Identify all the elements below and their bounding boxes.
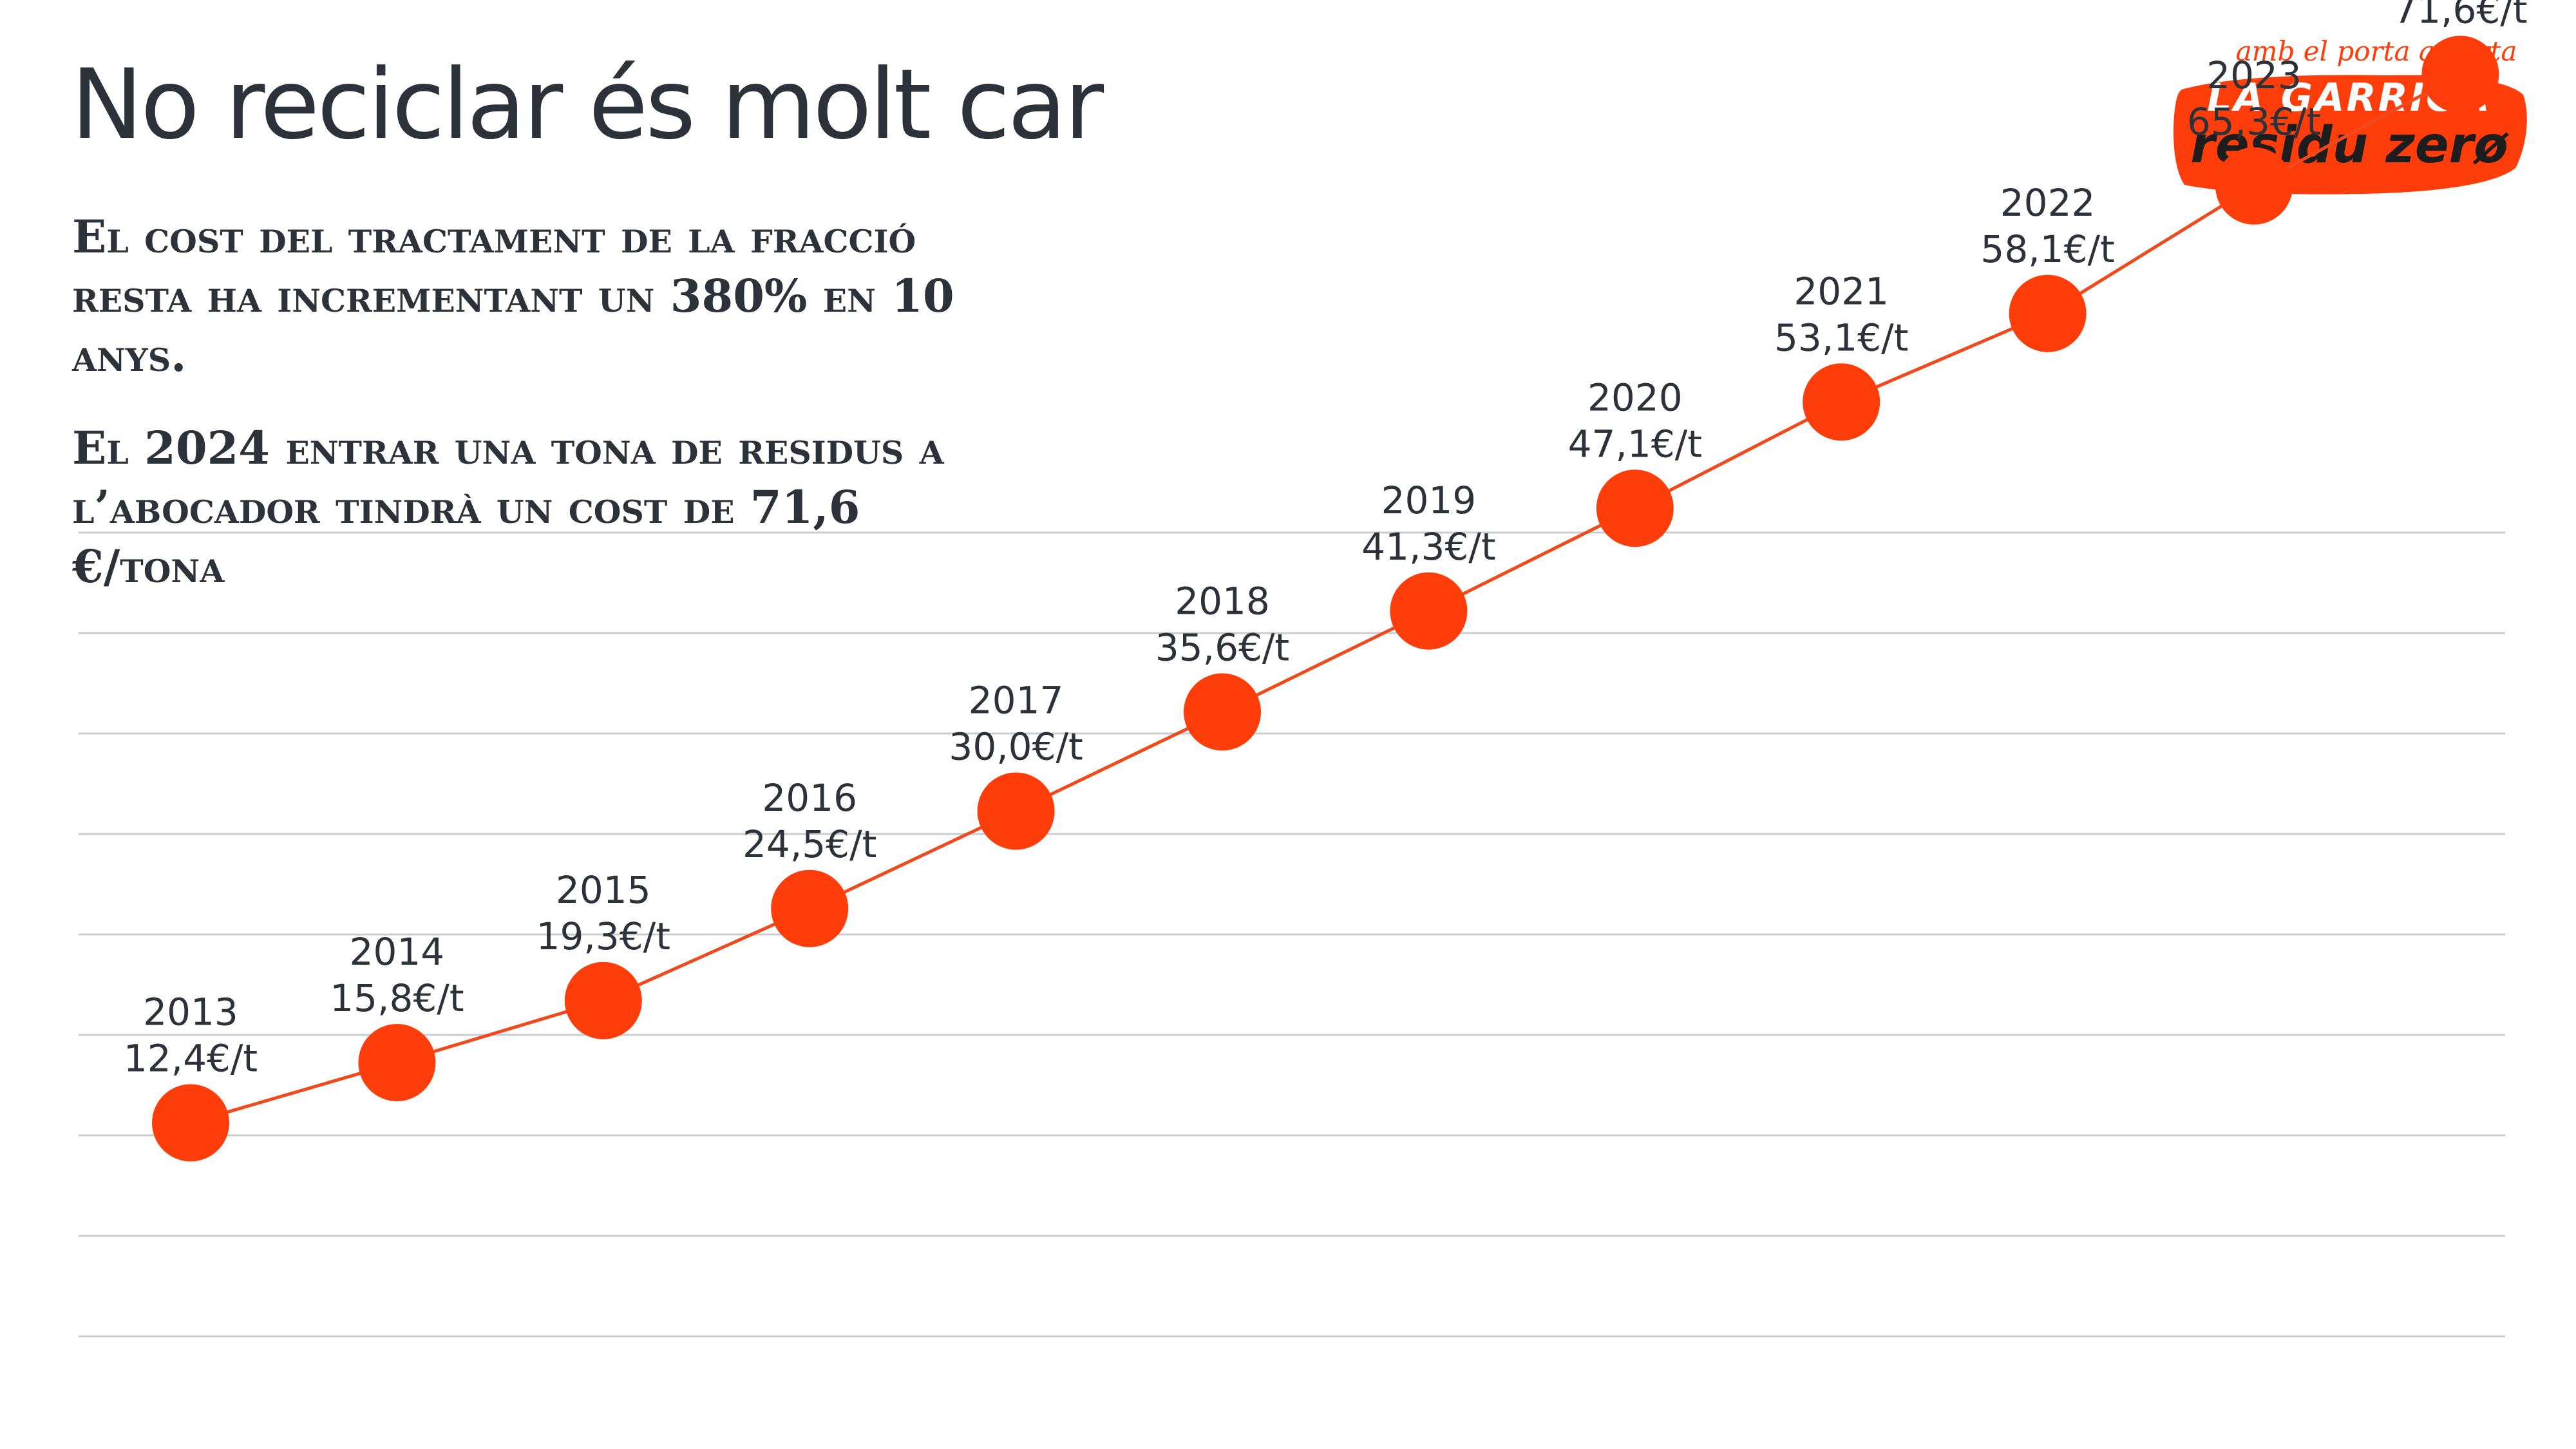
value-label-2015: 19,3€/t [536, 914, 670, 958]
value-label-2020: 47,1€/t [1568, 422, 1702, 466]
value-label-2024: 71,6€/t [2393, 0, 2527, 32]
data-point-2022 [2009, 274, 2087, 352]
value-label-2023: 65,3€/t [2187, 100, 2321, 144]
value-label-2017: 30,0€/t [949, 725, 1083, 769]
grid-lines [79, 531, 2505, 1338]
year-label-2016: 2016 [762, 776, 857, 820]
year-label-2013: 2013 [143, 990, 238, 1034]
data-point-2018 [1184, 673, 1261, 751]
year-label-2020: 2020 [1587, 375, 1683, 419]
subtitle-2024-cost: El 2024 entrar una tona de residus a l’a… [72, 421, 944, 593]
subtitle-cost-increase: El cost del tractament de la fracció res… [72, 210, 954, 382]
year-label-2021: 2021 [1794, 269, 1889, 313]
year-label-2023: 2023 [2206, 53, 2302, 97]
data-points [152, 35, 2499, 1162]
data-point-2014 [358, 1024, 436, 1101]
year-label-2017: 2017 [969, 679, 1064, 723]
value-label-2016: 24,5€/t [743, 822, 876, 866]
year-label-2022: 2022 [2000, 181, 2096, 225]
year-label-2015: 2015 [556, 868, 651, 912]
series-line [190, 73, 2461, 1124]
data-point-2024 [2421, 35, 2499, 113]
data-point-2016 [771, 869, 849, 947]
year-label-2014: 2014 [350, 930, 445, 974]
value-label-2013: 12,4€/t [124, 1037, 258, 1081]
data-point-2023 [2215, 147, 2293, 225]
data-point-2017 [977, 772, 1055, 850]
data-point-2021 [1803, 363, 1880, 441]
data-point-2015 [564, 961, 642, 1039]
data-point-2020 [1596, 469, 1674, 547]
year-label-2018: 2018 [1175, 580, 1270, 623]
data-point-2019 [1390, 572, 1468, 650]
series-line-group [190, 73, 2461, 1124]
year-label-2019: 2019 [1381, 478, 1477, 522]
data-point-2013 [152, 1084, 229, 1162]
value-label-2018: 35,6€/t [1155, 626, 1289, 670]
value-label-2022: 58,1€/t [1980, 227, 2114, 271]
page-title: No reciclar és molt car [71, 49, 1104, 161]
value-label-2019: 41,3€/t [1361, 525, 1495, 569]
value-label-2021: 53,1€/t [1774, 316, 1908, 359]
value-label-2014: 15,8€/t [330, 976, 464, 1020]
